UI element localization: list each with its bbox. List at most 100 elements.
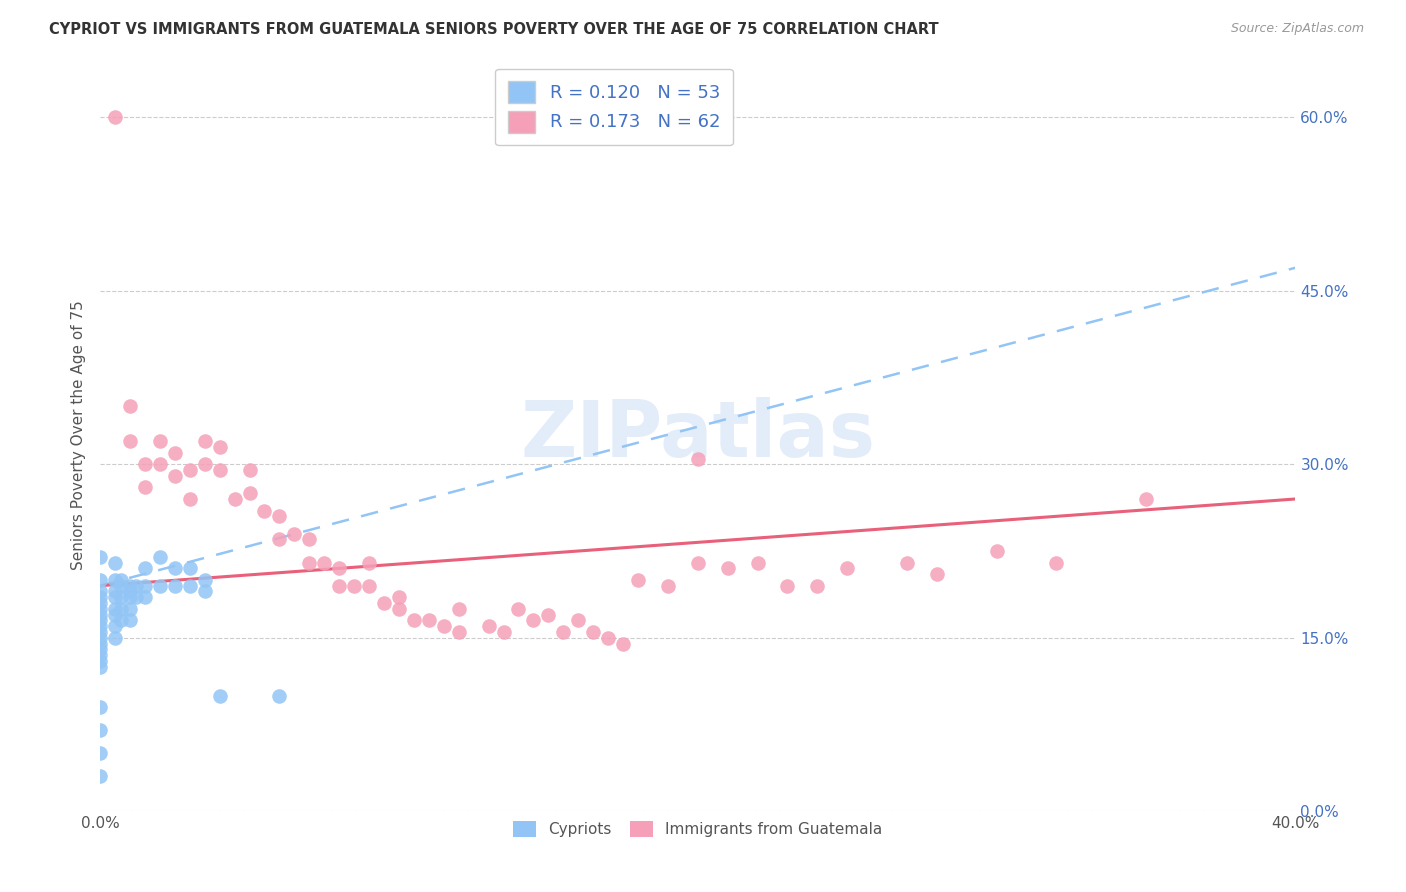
Point [537,607,560,622]
Point [104,631,127,645]
Point [149,458,172,472]
Point [118,614,141,628]
Point [89,648,111,662]
Point [253,503,276,517]
Point [118,400,141,414]
Point [110,573,132,587]
Point [134,480,156,494]
Point [986,544,1008,558]
Point [388,591,411,605]
Point [298,556,321,570]
Point [89,631,111,645]
Point [118,584,141,599]
Point [402,614,425,628]
Point [359,556,381,570]
Point [104,556,127,570]
Point [104,591,127,605]
Y-axis label: Seniors Poverty Over the Age of 75: Seniors Poverty Over the Age of 75 [72,301,86,570]
Point [747,556,769,570]
Point [118,591,141,605]
Point [118,602,141,616]
Point [104,619,127,633]
Point [194,573,217,587]
Point [806,579,828,593]
Point [208,689,231,703]
Point [1135,491,1157,506]
Point [269,509,291,524]
Point [433,619,456,633]
Point [194,584,217,599]
Point [388,602,411,616]
Point [179,579,201,593]
Point [1045,556,1067,570]
Point [686,451,709,466]
Point [118,434,141,449]
Point [149,434,172,449]
Point [110,602,132,616]
Point [269,533,291,547]
Point [896,556,918,570]
Point [89,602,111,616]
Point [925,567,948,582]
Point [553,624,575,639]
Point [179,463,201,477]
Point [627,573,650,587]
Point [179,561,201,575]
Point [776,579,799,593]
Point [89,619,111,633]
Point [328,579,350,593]
Point [89,624,111,639]
Point [314,556,336,570]
Point [598,631,620,645]
Point [89,607,111,622]
Point [522,614,544,628]
Point [508,602,530,616]
Point [104,584,127,599]
Point [89,584,111,599]
Point [447,602,470,616]
Point [238,463,260,477]
Point [89,614,111,628]
Point [163,579,186,593]
Point [612,636,634,650]
Point [118,579,141,593]
Point [110,579,132,593]
Point [298,533,321,547]
Point [582,624,605,639]
Point [194,434,217,449]
Point [89,659,111,673]
Point [269,689,291,703]
Point [208,463,231,477]
Point [110,591,132,605]
Point [283,526,305,541]
Point [89,747,111,761]
Point [89,654,111,668]
Point [567,614,589,628]
Point [134,458,156,472]
Point [134,561,156,575]
Point [89,636,111,650]
Point [110,614,132,628]
Point [328,561,350,575]
Point [89,700,111,714]
Point [686,556,709,570]
Point [89,591,111,605]
Point [657,579,679,593]
Point [89,642,111,657]
Point [104,111,127,125]
Text: CYPRIOT VS IMMIGRANTS FROM GUATEMALA SENIORS POVERTY OVER THE AGE OF 75 CORRELAT: CYPRIOT VS IMMIGRANTS FROM GUATEMALA SEN… [49,22,939,37]
Point [104,573,127,587]
Point [478,619,501,633]
Point [208,440,231,454]
Point [837,561,859,575]
Point [89,573,111,587]
Point [89,770,111,784]
Point [418,614,440,628]
Point [125,579,148,593]
Point [134,591,156,605]
Text: Source: ZipAtlas.com: Source: ZipAtlas.com [1230,22,1364,36]
Point [134,579,156,593]
Point [717,561,740,575]
Point [89,723,111,738]
Point [343,579,366,593]
